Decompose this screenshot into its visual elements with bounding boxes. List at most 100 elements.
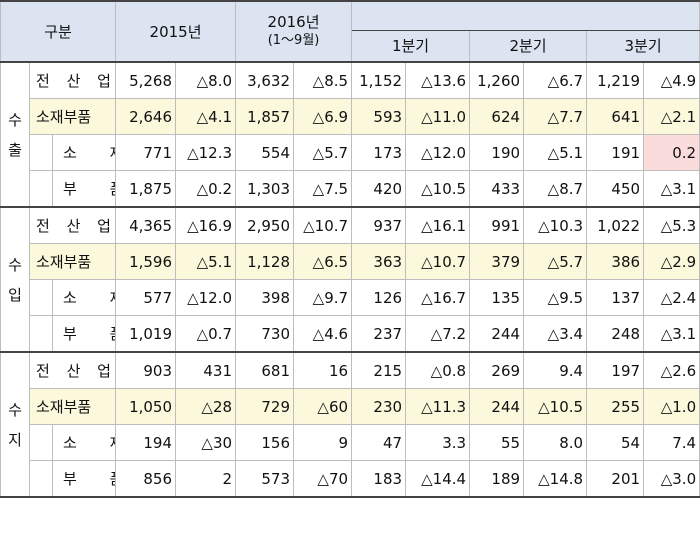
value-cell: 3.3: [405, 424, 471, 461]
section-label-text: 수출: [8, 110, 22, 159]
value-cell: △3.0: [643, 460, 700, 498]
value-cell: 248: [586, 315, 645, 353]
value-cell: 237: [351, 315, 407, 353]
value-cell: 1,152: [351, 61, 407, 99]
value-cell: △3.1: [643, 315, 700, 353]
value-cell: 2: [175, 460, 237, 498]
value-cell: △7.2: [405, 315, 471, 353]
value-cell: △0.2: [175, 170, 237, 208]
value-cell: △5.1: [523, 134, 588, 171]
value-cell: 9.4: [523, 351, 588, 389]
value-cell: △30: [175, 424, 237, 461]
value-cell: △70: [293, 460, 353, 498]
value-cell: △12.3: [175, 134, 237, 171]
value-cell: △7.5: [293, 170, 353, 208]
value-cell: △10.5: [405, 170, 471, 208]
value-cell: 624: [469, 98, 525, 135]
value-cell: 16: [293, 351, 353, 389]
value-cell: △2.1: [643, 98, 700, 135]
value-cell: 991: [469, 206, 525, 244]
value-cell: 230: [351, 388, 407, 425]
value-cell: 1,857: [235, 98, 295, 135]
value-cell: △2.9: [643, 243, 700, 280]
row-label: 소재부품: [28, 243, 117, 280]
header-2016-period: (1～9월): [267, 33, 320, 48]
indent-cell: [29, 315, 53, 353]
header-q3: 3분기: [586, 29, 700, 63]
value-cell: 137: [586, 279, 645, 316]
value-cell: △12.0: [405, 134, 471, 171]
value-cell: 420: [351, 170, 407, 208]
value-cell: △4.1: [175, 98, 237, 135]
table-body: 수출 전 산 업 5,268 △8.0 3,632 △8.5 1,152 △13.6 1,260…: [0, 61, 700, 498]
row-label: 소 재: [51, 279, 117, 316]
header-2016-year: 2016년: [267, 13, 320, 31]
section-label: 수출: [0, 61, 30, 208]
row-label: 부 품: [51, 170, 117, 208]
row-label: 소 재: [51, 424, 117, 461]
value-cell: 730: [235, 315, 295, 353]
value-cell: △8.5: [293, 61, 353, 99]
value-cell: 126: [351, 279, 407, 316]
value-cell: △14.8: [523, 460, 588, 498]
table-row: 수입 전 산 업 4,365 △16.9 2,950 △10.7 937 △16.1 991 △1…: [0, 206, 700, 353]
value-cell: 1,128: [235, 243, 295, 280]
trade-table: 구분 2015년 2016년 (1～9월) 1분기 2분기 3분기 수출 전 산 …: [0, 0, 700, 498]
value-cell: △10.7: [293, 206, 353, 244]
value-cell: △4.9: [643, 61, 700, 99]
value-cell: △5.1: [175, 243, 237, 280]
value-cell: △3.4: [523, 315, 588, 353]
row-label: 전 산 업: [28, 61, 117, 99]
value-cell: 156: [235, 424, 295, 461]
value-cell: 244: [469, 388, 525, 425]
value-cell: 2,950: [235, 206, 295, 244]
value-cell: △6.9: [293, 98, 353, 135]
value-cell: 1,022: [586, 206, 645, 244]
row-label: 부 품: [51, 315, 117, 353]
value-cell: △9.7: [293, 279, 353, 316]
table-row: 수출 전 산 업 5,268 △8.0 3,632 △8.5 1,152 △13.6 1,260…: [0, 61, 700, 208]
value-cell: △5.7: [293, 134, 353, 171]
value-cell: 215: [351, 351, 407, 389]
table-row: 소재부품 1,050 △28 729 △60 230 △11.3 244 △10.5 255 △1.…: [1, 388, 700, 425]
value-cell: 593: [351, 98, 407, 135]
value-cell: 1,019: [115, 315, 177, 353]
value-cell: △3.1: [643, 170, 700, 208]
value-cell: △5.7: [523, 243, 588, 280]
value-cell: 398: [235, 279, 295, 316]
value-cell: △8.7: [523, 170, 588, 208]
section-label: 수지: [0, 351, 30, 498]
indent-cell: [29, 424, 53, 461]
section-label-text: 수입: [8, 255, 22, 304]
value-cell: 244: [469, 315, 525, 353]
value-cell: 201: [586, 460, 645, 498]
value-cell: 173: [351, 134, 407, 171]
value-cell: 183: [351, 460, 407, 498]
value-cell: 55: [469, 424, 525, 461]
row-label: 소재부품: [28, 98, 117, 135]
value-cell: 729: [235, 388, 295, 425]
row-label: 소재부품: [28, 388, 117, 425]
value-cell: 1,303: [235, 170, 295, 208]
value-cell: 1,050: [115, 388, 177, 425]
value-cell: 7.4: [643, 424, 700, 461]
value-cell: △16.7: [405, 279, 471, 316]
value-cell: 197: [586, 351, 645, 389]
value-cell: △11.0: [405, 98, 471, 135]
row-label: 전 산 업: [28, 206, 117, 244]
value-cell: 47: [351, 424, 407, 461]
value-cell: 54: [586, 424, 645, 461]
value-cell: 1,875: [115, 170, 177, 208]
row-label: 전 산 업: [28, 351, 117, 389]
row-label: 소 재: [51, 134, 117, 171]
value-cell: 190: [469, 134, 525, 171]
value-cell: 363: [351, 243, 407, 280]
indent-cell: [29, 279, 53, 316]
table-row: 부 품1,875△0.21,303△7.5420△10.5433△8.7450△…: [1, 170, 700, 208]
header-q2: 2분기: [469, 29, 588, 63]
header-2016: 2016년 (1～9월): [235, 0, 353, 63]
value-cell: △16.1: [405, 206, 471, 244]
